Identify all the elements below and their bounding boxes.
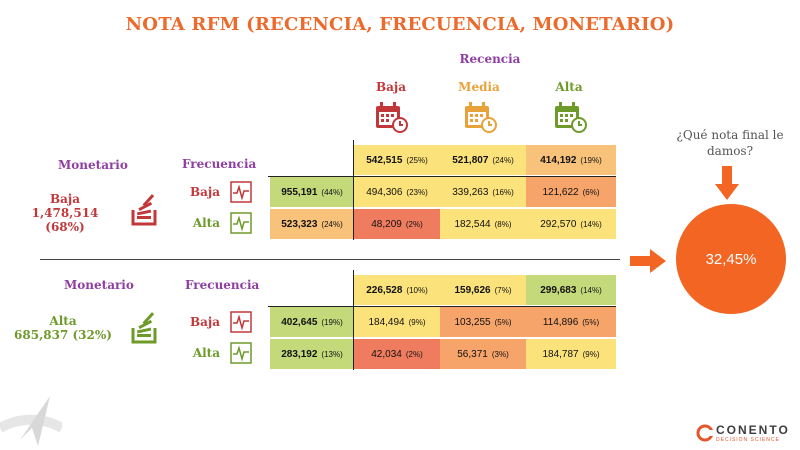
- grid-cell: 292,570 (14%): [526, 209, 616, 239]
- frecuencia-total-cell: 523,323 (24%): [270, 209, 354, 239]
- result-circle: 32,45%: [676, 204, 786, 314]
- grid-cell: 121,622 (6%): [526, 177, 616, 207]
- recencia-total-cell: 299,683 (14%): [526, 275, 616, 305]
- monetario-name: Alta: [49, 314, 77, 328]
- grid-cell: 56,371 (3%): [440, 339, 526, 369]
- frecuencia-total-cell: 955,191 (44%): [270, 177, 354, 207]
- grid-cell: 339,263 (16%): [440, 177, 526, 207]
- result-value: 32,45%: [705, 250, 757, 268]
- grid-cell: 184,494 (9%): [354, 307, 440, 337]
- grid-cell: 182,544 (8%): [440, 209, 526, 239]
- grid-cell: 48,209 (2%): [354, 209, 440, 239]
- frecuencia-total-cell: 402,645 (19%): [270, 307, 354, 337]
- logo-name: CONENTO: [716, 423, 790, 437]
- monetario-header: Monetario: [64, 278, 134, 292]
- monetario-value: 685,837: [14, 328, 69, 342]
- grid-cell: 103,255 (5%): [440, 307, 526, 337]
- monetario-name: Baja: [49, 192, 81, 206]
- monetario-header: Monetario: [58, 158, 128, 172]
- compass-icon: [0, 396, 62, 446]
- grid-divider: [353, 140, 354, 240]
- pulse-icon: [230, 212, 252, 234]
- frecuencia-alta-label: Alta: [192, 346, 220, 360]
- calendar-icon: [465, 102, 497, 133]
- recencia-total-cell: 521,807 (24%): [440, 145, 526, 175]
- recencia-total-cell: 159,626 (7%): [440, 275, 526, 305]
- recencia-total-cell: 414,192 (19%): [526, 145, 616, 175]
- recencia-level-baja: Baja: [375, 80, 407, 94]
- grid-cell: 184,787 (9%): [526, 339, 616, 369]
- logo-tagline: DECISION SCIENCE: [716, 437, 780, 443]
- frecuencia-baja-label: Baja: [189, 185, 220, 199]
- monetario-value: 1,478,514: [31, 206, 99, 220]
- grid-divider: [353, 270, 354, 370]
- monetario-baja-label: Baja 1,478,514 (68%): [10, 192, 120, 234]
- arrow-right-icon: [630, 249, 666, 273]
- monetario-pct: (32%): [72, 328, 112, 342]
- logo-icon: [696, 424, 714, 442]
- grid-cell: 114,896 (5%): [526, 307, 616, 337]
- pulse-icon: [230, 311, 252, 333]
- recencia-total-cell: 542,515 (25%): [354, 145, 440, 175]
- frecuencia-header: Frecuencia: [182, 157, 257, 171]
- grid-cell: 42,034 (2%): [354, 339, 440, 369]
- calendar-icon: [555, 102, 587, 133]
- frecuencia-header: Frecuencia: [185, 278, 260, 292]
- monetario-pct: (68%): [45, 220, 85, 234]
- pulse-icon: [230, 181, 252, 203]
- recencia-level-media: Media: [458, 80, 500, 94]
- arrow-down-icon: [715, 166, 739, 200]
- frecuencia-total-cell: 283,192 (13%): [270, 339, 354, 369]
- recencia-level-alta: Alta: [555, 80, 583, 94]
- page-title: NOTA RFM (RECENCIA, FRECUENCIA, MONETARI…: [125, 14, 675, 35]
- grid-cell: 494,306 (23%): [354, 177, 440, 207]
- grid-divider: [268, 306, 616, 307]
- section-divider: [40, 259, 620, 260]
- grid-divider: [268, 176, 616, 177]
- pulse-icon: [230, 342, 252, 364]
- calendar-icon: [376, 102, 408, 133]
- stack-icon: [131, 312, 157, 344]
- stack-icon: [131, 194, 157, 226]
- recencia-label: Recencia: [459, 52, 521, 66]
- question-text: ¿Qué nota final le damos?: [676, 128, 784, 158]
- frecuencia-alta-label: Alta: [192, 216, 220, 230]
- frecuencia-baja-label: Baja: [189, 315, 220, 329]
- monetario-alta-label: Alta 685,837 (32%): [8, 314, 118, 342]
- recencia-total-cell: 226,528 (10%): [354, 275, 440, 305]
